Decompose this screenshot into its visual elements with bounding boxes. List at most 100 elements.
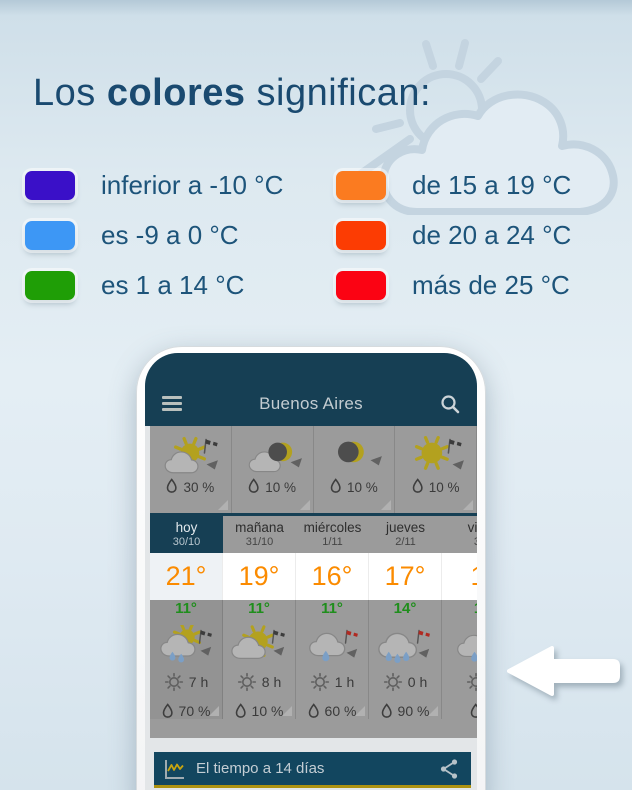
expand-corner-icon (209, 706, 219, 716)
high-temp: 16° (296, 553, 369, 600)
color-swatch (25, 270, 75, 300)
tab-vier[interactable]: vier 3/ (442, 516, 477, 553)
search-button[interactable] (439, 394, 461, 414)
expand-corner-icon (381, 500, 392, 510)
tab-date: 3/ (442, 536, 477, 548)
expand-corner-icon (428, 706, 438, 716)
droplet-icon (308, 703, 319, 718)
high-temp: 1 (442, 553, 477, 600)
legend-label: es -9 a 0 °C (101, 219, 239, 250)
app-screen: Buenos Aires 30 % 10 % 10 % 10 % (145, 353, 477, 790)
color-swatch (25, 170, 75, 200)
hourly-column[interactable]: 10 % (232, 426, 314, 513)
pop-value: 10 % (265, 480, 297, 495)
heavy-rain-cloud-wind-icon (378, 629, 430, 663)
sun-wind-icon (414, 436, 464, 470)
tab-jueves[interactable]: jueves 2/11 (369, 516, 442, 553)
hourly-forecast-row: 30 % 10 % 10 % 10 % (150, 426, 477, 513)
expand-corner-icon (299, 500, 310, 510)
tab-label: vier (467, 520, 477, 535)
pop-value: 10 % (346, 480, 378, 495)
high-temp: 17° (369, 553, 442, 600)
tab-miércoles[interactable]: miércoles 1/11 (296, 516, 369, 553)
phone-mockup: Buenos Aires 30 % 10 % 10 % 10 % (136, 346, 486, 790)
day-icons-row (150, 623, 477, 667)
day-weather-icon-cell (223, 623, 296, 667)
precipitation-cell: 90 % (369, 697, 442, 719)
tab-label: mañana (235, 520, 284, 535)
color-swatch (336, 270, 386, 300)
high-temp: 19° (223, 553, 296, 600)
moon-cloud-wind-icon (248, 442, 303, 473)
droplet-icon (381, 703, 392, 718)
sun-cloud-illustration (348, 39, 618, 215)
legend-label: es 1 a 14 °C (101, 269, 245, 300)
legend-label: de 15 a 19 °C (412, 169, 572, 200)
search-icon (441, 395, 460, 414)
moon-wind-icon (337, 441, 382, 466)
day-weather-icon-cell (296, 623, 369, 667)
precipitation-row: 70 % 10 % 60 % 90 % (150, 697, 477, 738)
low-temp: 11° (223, 600, 296, 623)
trend-chart-icon (165, 759, 184, 779)
hourly-column[interactable]: 30 % (150, 426, 232, 513)
hourly-column[interactable]: 10 % (395, 426, 477, 513)
droplet-icon (162, 703, 173, 718)
fourteen-day-button[interactable]: El tiempo a 14 días (154, 752, 471, 788)
menu-button[interactable] (161, 393, 183, 414)
sun-cloud-wind-icon (231, 625, 285, 659)
droplet-icon (330, 478, 341, 493)
droplet-icon (412, 478, 423, 493)
legend-item: de 15 a 19 °C (336, 170, 607, 201)
location-title: Buenos Aires (259, 394, 363, 413)
color-legend: inferior a -10 °C es -9 a 0 °C es 1 a 14… (25, 160, 607, 310)
fourteen-day-label: El tiempo a 14 días (196, 760, 325, 777)
legend-label: de 20 a 24 °C (412, 219, 572, 250)
legend-label: inferior a -10 °C (101, 169, 284, 200)
legend-item: es -9 a 0 °C (25, 220, 336, 251)
droplet-icon (248, 478, 260, 497)
low-temp: 11° (296, 600, 369, 623)
droplet-icon (330, 478, 342, 497)
high-temp: 21° (150, 553, 223, 600)
pointer-arrow (507, 646, 620, 696)
legend-item: es 1 a 14 °C (25, 270, 336, 301)
share-icon[interactable] (439, 758, 459, 780)
rain-cloud-icon (457, 634, 477, 662)
pop-value: 10 % (428, 480, 460, 495)
precipitation-cell: 60 % (296, 697, 369, 719)
expand-corner-icon (282, 706, 292, 716)
droplet-icon (470, 703, 477, 718)
expand-corner-icon (217, 500, 228, 510)
sun-cloud-rain-wind-icon (160, 625, 212, 663)
sunshine-hours-cell (442, 667, 477, 697)
droplet-icon (235, 703, 246, 718)
legend-item: de 20 a 24 °C (336, 220, 607, 251)
page-title: Los colores significan: (33, 72, 432, 114)
tab-label: jueves (385, 520, 426, 535)
low-temp: 11° (150, 600, 223, 623)
sun-outline-icon (164, 672, 183, 692)
day-weather-icon-cell (369, 623, 442, 667)
color-swatch (336, 170, 386, 200)
low-temps-row: 11° 11° 11° 14° 1 (150, 600, 477, 623)
droplet-icon (166, 478, 178, 497)
day-tabs-row: hoy 30/10 mañana 31/10 miércoles 1/11 ju… (150, 513, 477, 553)
day-weather-icon-cell (150, 623, 223, 667)
sunshine-hours-cell: 7 h (150, 667, 223, 697)
pop-value: 30 % (183, 480, 215, 495)
app-header: Buenos Aires (145, 353, 477, 426)
color-swatch (336, 220, 386, 250)
tab-date: 31/10 (245, 536, 274, 548)
precipitation-cell: 10 % (223, 697, 296, 719)
hourly-column[interactable]: 10 % (314, 426, 396, 513)
forecast-card: 30 % 10 % 10 % 10 % hoy 30/10 mañana 31/… (150, 426, 477, 738)
sunshine-hours-cell: 1 h (296, 667, 369, 697)
tab-mañana[interactable]: mañana 31/10 (223, 516, 296, 553)
tab-hoy[interactable]: hoy 30/10 (150, 516, 223, 553)
low-temp: 1 (442, 600, 477, 623)
droplet-icon (248, 478, 259, 493)
expand-corner-icon (463, 500, 473, 510)
